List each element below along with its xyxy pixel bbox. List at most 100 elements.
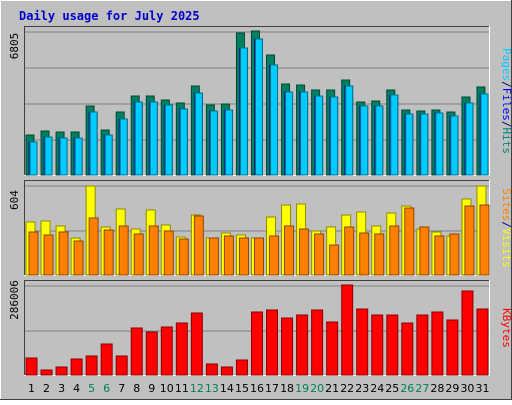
bar-pages-day-17 xyxy=(270,64,279,176)
bar-pages-day-8 xyxy=(134,101,143,176)
bar-pages-day-20 xyxy=(315,95,324,176)
bar-sites-day-4 xyxy=(73,240,84,276)
bar-sites-day-2 xyxy=(43,234,54,276)
legend-sites: Sites xyxy=(500,188,512,221)
bar-pages-day-12 xyxy=(194,92,203,176)
day-label-2: 2 xyxy=(43,382,50,395)
chart-title: Daily usage for July 2025 xyxy=(19,9,200,23)
bar-kbytes-day-1 xyxy=(25,357,38,376)
panel-legend: Sites/Visits xyxy=(500,188,512,268)
bar-sites-day-15 xyxy=(238,237,249,276)
day-label-6: 6 xyxy=(103,382,110,395)
bar-pages-day-15 xyxy=(239,47,248,176)
bar-kbytes-day-31 xyxy=(476,308,489,376)
day-label-18: 18 xyxy=(280,382,294,395)
day-label-10: 10 xyxy=(160,382,174,395)
day-label-15: 15 xyxy=(235,382,249,395)
legend-pages: Pages xyxy=(500,48,512,81)
bar-sites-day-25 xyxy=(389,225,400,276)
panel-visits-sites: 604 Sites/Visits xyxy=(8,180,512,276)
day-label-22: 22 xyxy=(340,382,354,395)
bar-pages-day-19 xyxy=(300,91,309,176)
legend-files: Files xyxy=(500,88,512,121)
day-label-26: 26 xyxy=(400,382,414,395)
bar-kbytes-day-10 xyxy=(160,326,173,376)
day-label-1: 1 xyxy=(28,382,35,395)
bar-sites-day-14 xyxy=(223,235,234,276)
bar-kbytes-day-27 xyxy=(416,314,429,376)
legend-kbytes: KBytes xyxy=(500,308,512,348)
day-label-12: 12 xyxy=(190,382,204,395)
bar-kbytes-day-20 xyxy=(311,309,324,376)
bar-sites-day-10 xyxy=(163,230,174,276)
day-label-4: 4 xyxy=(73,382,80,395)
bar-sites-day-29 xyxy=(449,233,460,276)
bar-kbytes-day-11 xyxy=(175,322,188,376)
bar-sites-day-30 xyxy=(464,205,475,276)
bar-sites-day-11 xyxy=(178,238,189,276)
bar-pages-day-22 xyxy=(345,85,354,176)
bar-pages-day-24 xyxy=(375,105,384,176)
bar-kbytes-day-22 xyxy=(341,284,354,376)
day-label-29: 29 xyxy=(445,382,459,395)
legend-visits: Visits xyxy=(500,228,512,268)
bar-sites-day-18 xyxy=(284,225,295,276)
legend-hits: Hits xyxy=(500,128,512,155)
bar-sites-day-6 xyxy=(103,229,114,276)
bar-pages-day-10 xyxy=(164,104,173,176)
panel-kbytes: 286006 KBytes xyxy=(8,280,512,376)
bar-pages-day-3 xyxy=(59,137,68,176)
bar-sites-day-9 xyxy=(148,225,159,276)
bar-pages-day-23 xyxy=(360,105,369,176)
day-label-8: 8 xyxy=(133,382,140,395)
bar-sites-day-13 xyxy=(208,237,219,276)
bar-sites-day-17 xyxy=(269,235,280,276)
bar-sites-day-22 xyxy=(344,226,355,276)
legend-separator: / xyxy=(500,221,512,228)
bar-kbytes-day-30 xyxy=(461,290,474,376)
bar-kbytes-day-3 xyxy=(55,366,68,376)
bar-sites-day-28 xyxy=(434,235,445,276)
day-labels: 1 2 3 4 5 6 7 8 9 10 11 12 13 14 15 16 17 18 19 20 21 22 23 24 2… xyxy=(28,382,489,395)
day-label-17: 17 xyxy=(265,382,279,395)
panel-legend: KBytes xyxy=(500,308,512,348)
bar-kbytes-day-24 xyxy=(371,314,384,376)
panel-max-label: 286006 xyxy=(8,280,21,320)
bar-pages-day-9 xyxy=(149,101,158,176)
bar-kbytes-day-14 xyxy=(220,366,233,376)
day-label-30: 30 xyxy=(460,382,474,395)
bar-sites-day-27 xyxy=(419,226,430,276)
bar-pages-day-18 xyxy=(285,91,294,176)
day-label-5: 5 xyxy=(88,382,95,395)
bar-sites-day-8 xyxy=(133,233,144,276)
day-label-24: 24 xyxy=(370,382,384,395)
day-label-27: 27 xyxy=(415,382,429,395)
bar-pages-day-25 xyxy=(390,94,399,176)
bar-kbytes-day-18 xyxy=(281,317,294,376)
day-label-7: 7 xyxy=(118,382,125,395)
day-label-9: 9 xyxy=(148,382,155,395)
bar-pages-day-29 xyxy=(450,115,459,176)
bar-kbytes-day-16 xyxy=(250,311,263,376)
bar-kbytes-day-21 xyxy=(326,321,339,376)
bar-kbytes-day-9 xyxy=(145,331,158,376)
day-label-21: 21 xyxy=(325,382,339,395)
legend-separator: / xyxy=(500,81,512,88)
bar-sites-day-1 xyxy=(28,231,39,276)
bar-sites-day-3 xyxy=(58,231,69,276)
bar-kbytes-day-26 xyxy=(401,322,414,376)
bar-kbytes-day-28 xyxy=(431,311,444,376)
day-label-19: 19 xyxy=(295,382,309,395)
bar-sites-day-16 xyxy=(253,237,264,276)
day-label-11: 11 xyxy=(175,382,189,395)
day-label-25: 25 xyxy=(385,382,399,395)
day-label-14: 14 xyxy=(220,382,234,395)
bar-sites-day-7 xyxy=(118,225,129,276)
day-label-23: 23 xyxy=(355,382,369,395)
bar-kbytes-day-29 xyxy=(446,319,459,376)
bar-pages-day-27 xyxy=(420,113,429,176)
bar-sites-day-24 xyxy=(374,233,385,276)
bar-sites-day-31 xyxy=(479,204,490,276)
panel-max-label: 6805 xyxy=(8,33,21,60)
